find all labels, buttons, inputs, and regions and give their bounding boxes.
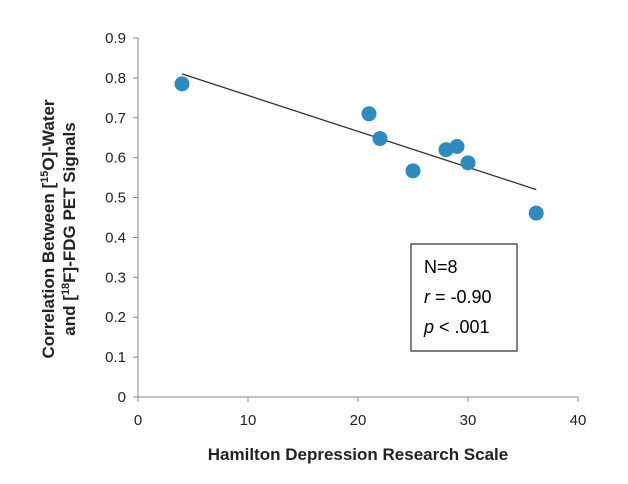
x-tick-label: 30 bbox=[460, 412, 477, 429]
x-tick-labels: 0 10 20 30 40 bbox=[134, 412, 587, 429]
x-tick-label: 10 bbox=[240, 412, 257, 429]
stats-n: N=8 bbox=[424, 257, 458, 277]
data-point bbox=[449, 138, 465, 154]
y-tick-label: 0.4 bbox=[105, 229, 126, 246]
y-tick-label: 0.8 bbox=[105, 70, 126, 87]
y-tick-label: 0.2 bbox=[105, 309, 126, 326]
y-tick-label: 0.7 bbox=[105, 110, 126, 127]
tick-marks bbox=[133, 37, 579, 402]
y-tick-label: 0.5 bbox=[105, 190, 126, 207]
data-point bbox=[174, 76, 190, 92]
y-axis-title-line2: and [18F]-FDG PET Signals bbox=[60, 122, 79, 335]
y-tick-label: 0 bbox=[118, 389, 126, 406]
data-point bbox=[528, 205, 544, 221]
stats-box-border bbox=[410, 243, 518, 352]
data-point bbox=[361, 106, 377, 122]
y-tick-labels: 0 0.1 0.2 0.3 0.4 0.5 0.6 0.7 0.8 0.9 bbox=[105, 30, 126, 406]
y-tick-label: 0.3 bbox=[105, 269, 126, 286]
data-point bbox=[405, 163, 421, 179]
data-point bbox=[372, 131, 388, 147]
y-tick-label: 0.9 bbox=[105, 30, 126, 47]
stats-r: r = -0.90 bbox=[424, 287, 492, 307]
y-tick-label: 0.1 bbox=[105, 349, 126, 366]
y-tick-label: 0.6 bbox=[105, 150, 126, 167]
data-point bbox=[460, 155, 476, 171]
stats-box: N=8 r = -0.90 p < .001 bbox=[410, 243, 518, 352]
trendline bbox=[181, 73, 537, 191]
x-tick-label: 40 bbox=[570, 412, 587, 429]
x-tick-label: 20 bbox=[350, 412, 367, 429]
data-points bbox=[174, 76, 544, 221]
y-axis-title-line1: Correlation Between [15O]-Water bbox=[39, 99, 58, 358]
x-axis-title: Hamilton Depression Research Scale bbox=[208, 445, 508, 464]
y-axis-title: Correlation Between [15O]-Water and [18F… bbox=[39, 99, 79, 358]
stats-p: p < .001 bbox=[423, 317, 490, 337]
x-tick-label: 0 bbox=[134, 412, 142, 429]
